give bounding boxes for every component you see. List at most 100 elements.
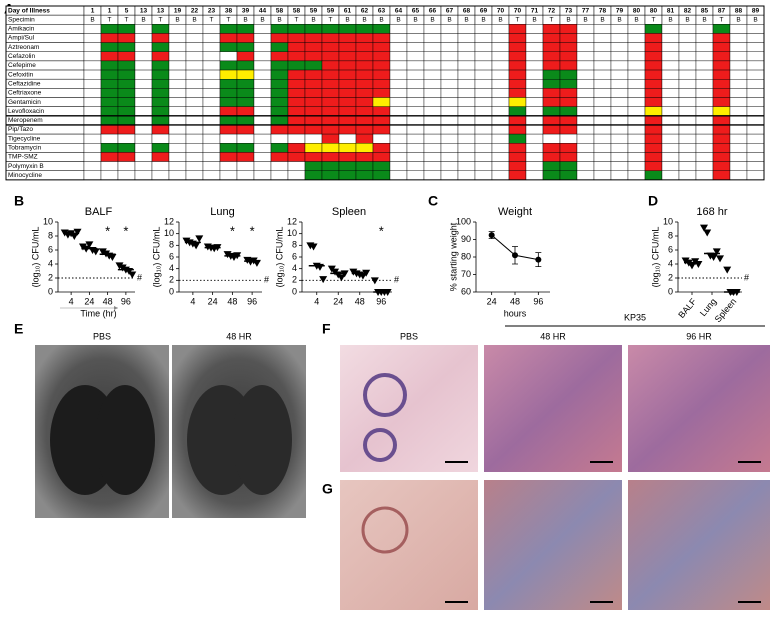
susceptibility-cell [151, 24, 170, 34]
susceptibility-cell [168, 97, 187, 107]
susceptibility-cell [117, 124, 136, 135]
susceptibility-cell [236, 170, 255, 181]
susceptibility-cell [644, 170, 663, 181]
susceptibility-cell [287, 161, 306, 171]
susceptibility-cell [644, 60, 663, 71]
susceptibility-cell [287, 133, 306, 144]
data-point [78, 243, 87, 251]
susceptibility-cell [287, 170, 306, 181]
susceptibility-cell [695, 161, 714, 171]
susceptibility-cell [372, 152, 391, 162]
specimen-label: B [600, 16, 604, 23]
susceptibility-cell [542, 51, 561, 62]
susceptibility-cell [491, 124, 510, 135]
susceptibility-cell [151, 133, 170, 144]
susceptibility-cell [746, 124, 765, 135]
susceptibility-cell [168, 170, 187, 181]
day-label: 82 [684, 7, 692, 14]
susceptibility-cell [457, 51, 476, 62]
susceptibility-cell [355, 88, 374, 98]
susceptibility-cell [338, 24, 357, 34]
susceptibility-cell [661, 60, 680, 71]
susceptibility-cell [678, 60, 697, 71]
susceptibility-cell [151, 161, 170, 171]
specimen-label: B [192, 16, 196, 23]
susceptibility-cell [712, 133, 731, 144]
day-label: 1 [91, 7, 95, 14]
susceptibility-cell [610, 124, 629, 135]
susceptibility-cell [440, 152, 459, 162]
susceptibility-cell [372, 69, 391, 80]
susceptibility-cell [423, 78, 442, 89]
specimen-label: B [430, 16, 434, 23]
x-tick-label: 4 [190, 296, 195, 306]
image-label: 96 HR [686, 331, 712, 341]
susceptibility-cell [746, 97, 765, 107]
susceptibility-cell [474, 51, 493, 62]
day-label: 59 [310, 7, 318, 14]
susceptibility-cell [355, 51, 374, 62]
susceptibility-cell [168, 152, 187, 162]
susceptibility-cell [729, 42, 748, 52]
susceptibility-cell [134, 69, 153, 80]
susceptibility-cell [270, 170, 289, 181]
susceptibility-cell [610, 78, 629, 89]
x-tick-label: 4 [314, 296, 319, 306]
y-tick-label: 8 [292, 240, 297, 250]
susceptibility-cell [525, 88, 544, 98]
susceptibility-cell [729, 143, 748, 153]
susceptibility-cell [644, 33, 663, 43]
susceptibility-cell [219, 143, 238, 153]
day-label: 19 [174, 7, 182, 14]
susceptibility-cell [525, 78, 544, 89]
data-point [85, 241, 94, 249]
susceptibility-cell [491, 51, 510, 62]
susceptibility-cell [729, 152, 748, 162]
susceptibility-cell [151, 106, 170, 117]
specimen-label: T [227, 16, 231, 23]
susceptibility-cell [678, 170, 697, 181]
susceptibility-cell [389, 60, 408, 71]
susceptibility-cell [117, 97, 136, 107]
susceptibility-cell [389, 115, 408, 126]
airway [363, 428, 397, 462]
specimen-label: B [175, 16, 179, 23]
chart-title: Spleen [332, 206, 366, 218]
data-point [91, 248, 100, 256]
susceptibility-cell [491, 133, 510, 144]
susceptibility-cell [253, 152, 272, 162]
susceptibility-cell [746, 42, 765, 52]
x-tick-label: 96 [533, 296, 543, 306]
susceptibility-cell [151, 33, 170, 43]
susceptibility-cell [576, 88, 595, 98]
row-label: TMP-SMZ [8, 154, 38, 161]
susceptibility-cell [627, 115, 646, 126]
susceptibility-cell [627, 97, 646, 107]
y-tick-label: 80 [461, 251, 471, 261]
x-tick-label: 48 [227, 296, 237, 306]
susceptibility-cell [236, 51, 255, 62]
susceptibility-cell [185, 42, 204, 52]
day-label: 39 [242, 7, 250, 14]
susceptibility-cell [746, 143, 765, 153]
day-label: 58 [276, 7, 284, 14]
susceptibility-cell [100, 69, 119, 80]
susceptibility-cell [304, 88, 323, 98]
susceptibility-cell [729, 78, 748, 89]
data-point [723, 266, 732, 274]
susceptibility-cell [729, 170, 748, 181]
susceptibility-cell [100, 143, 119, 153]
susceptibility-cell [457, 161, 476, 171]
susceptibility-cell [202, 51, 221, 62]
susceptibility-cell [304, 33, 323, 43]
susceptibility-cell [372, 33, 391, 43]
significance-marker: * [379, 223, 384, 238]
susceptibility-cell [372, 78, 391, 89]
susceptibility-cell [321, 60, 340, 71]
susceptibility-cell [168, 24, 187, 34]
susceptibility-cell [474, 115, 493, 126]
susceptibility-cell [542, 88, 561, 98]
susceptibility-cell [593, 97, 612, 107]
susceptibility-cell [202, 115, 221, 126]
susceptibility-cell [134, 33, 153, 43]
